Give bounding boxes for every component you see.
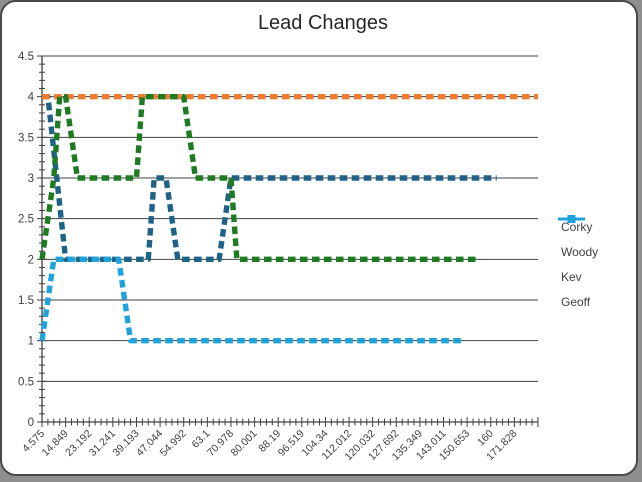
legend-item-geoff: Geoff xyxy=(558,215,642,314)
x-tick-label: 54.992 xyxy=(158,428,189,459)
x-tick-label: 80.001 xyxy=(228,428,259,459)
y-tick-label: 3.5 xyxy=(18,132,34,144)
y-tick-label: 2.5 xyxy=(18,214,34,226)
legend-item-woody: Woody xyxy=(558,215,642,264)
y-tick-label: 0.5 xyxy=(18,376,34,388)
y-tick-label: 4 xyxy=(28,92,35,104)
legend-label: Kev xyxy=(561,269,582,284)
x-axis-labels: 4.57514.84923.19231.24139.19347.04454.99… xyxy=(20,428,520,463)
series-line-kev xyxy=(39,93,479,263)
series-line-corky xyxy=(42,93,497,263)
series-line-geoff xyxy=(39,256,462,344)
y-tick-label: 0 xyxy=(28,417,34,429)
legend-item-kev: Kev xyxy=(558,215,642,289)
axes xyxy=(41,56,538,423)
y-axis-ticks xyxy=(37,55,47,423)
chart-title: Lead Changes xyxy=(257,12,389,34)
legend-label: Woody xyxy=(561,244,599,259)
y-tick-label: 1 xyxy=(28,336,34,348)
y-axis-labels: 0 0.5 1 1.5 2 2.5 3 3.5 4 4.5 xyxy=(18,51,35,429)
y-tick-label: 3 xyxy=(28,173,34,185)
legend-key-geoff-icon xyxy=(558,215,585,223)
legend-label: Geoff xyxy=(561,294,591,309)
y-tick-label: 1.5 xyxy=(18,295,34,307)
gridlines xyxy=(42,55,538,382)
x-axis-ticks xyxy=(41,417,539,427)
series-lines xyxy=(39,93,538,344)
legend: Corky Woody Kev Geoff xyxy=(558,214,642,314)
y-tick-label: 4.5 xyxy=(18,51,34,63)
y-tick-label: 2 xyxy=(28,254,34,266)
